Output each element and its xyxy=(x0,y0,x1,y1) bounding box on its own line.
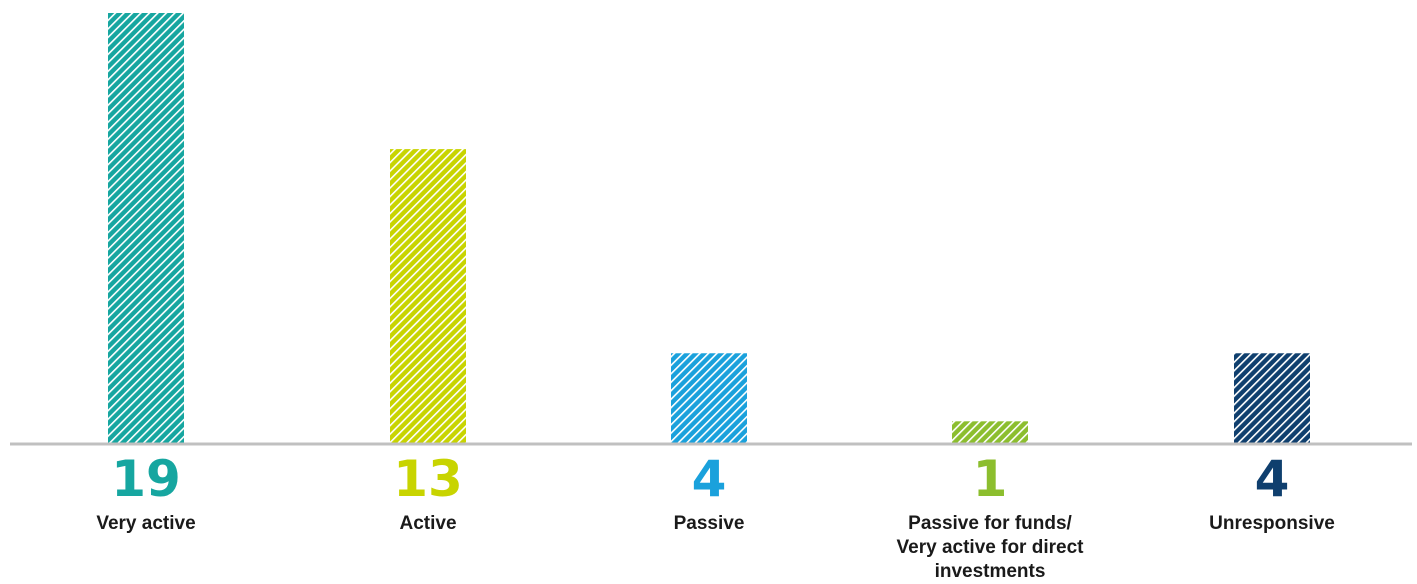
category-label-unresponsive: Unresponsive xyxy=(1209,513,1335,534)
category-label-line: Passive xyxy=(674,513,745,534)
value-label-unresponsive: 4 xyxy=(1255,450,1290,508)
category-label-active: Active xyxy=(399,513,456,534)
bar-active xyxy=(390,149,466,444)
category-label-passive-funds-very-active-direct: Passive for funds/Very active for direct… xyxy=(897,513,1085,582)
category-label-very-active: Very active xyxy=(96,513,195,534)
value-label-passive-funds-very-active-direct: 1 xyxy=(973,450,1008,508)
category-label-line: Passive for funds/ xyxy=(908,513,1072,534)
bars-group xyxy=(108,13,1310,444)
bar-passive xyxy=(671,353,747,444)
category-label-line: Active xyxy=(399,513,456,534)
value-label-passive: 4 xyxy=(692,450,727,508)
bar-passive-funds-very-active-direct xyxy=(952,421,1028,444)
category-label-line: Very active for direct xyxy=(897,537,1085,558)
bar-unresponsive xyxy=(1234,353,1310,444)
bar-very-active xyxy=(108,13,184,444)
category-label-passive: Passive xyxy=(674,513,745,534)
category-label-line: investments xyxy=(935,561,1046,582)
category-label-line: Very active xyxy=(96,513,195,534)
value-label-active: 13 xyxy=(393,450,463,508)
category-label-line: Unresponsive xyxy=(1209,513,1335,534)
value-label-very-active: 19 xyxy=(111,450,181,508)
